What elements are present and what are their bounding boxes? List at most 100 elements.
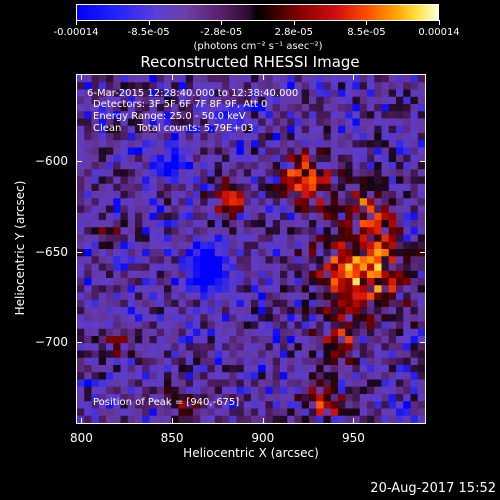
heatmap-pixel [403, 147, 411, 156]
heatmap-pixel [156, 394, 165, 402]
heatmap-pixel [120, 379, 129, 388]
heatmap-pixel [258, 169, 266, 177]
heatmap-pixel [258, 241, 266, 250]
heatmap-pixel [410, 133, 419, 141]
heatmap-pixel [309, 118, 317, 127]
heatmap-pixel [352, 140, 361, 148]
heatmap-pixel [243, 169, 252, 177]
heatmap-pixel [156, 328, 165, 337]
heatmap-pixel [222, 365, 230, 373]
heatmap-pixel [222, 125, 230, 134]
heatmap-pixel [272, 234, 281, 243]
heatmap-pixel [323, 89, 332, 98]
heatmap-pixel [272, 350, 281, 359]
heatmap-pixel [251, 205, 259, 214]
heatmap-pixel [388, 75, 397, 83]
heatmap-pixel [135, 321, 143, 330]
heatmap-pixel [417, 299, 425, 308]
heatmap-pixel [149, 227, 158, 235]
heatmap-pixel [84, 365, 92, 373]
colorbar-tick [293, 20, 295, 25]
heatmap-pixel [135, 147, 143, 156]
heatmap-pixel [135, 96, 143, 105]
heatmap-pixel [388, 162, 397, 170]
heatmap-pixel [214, 183, 223, 192]
heatmap-pixel [200, 176, 208, 185]
heatmap-pixel [142, 343, 150, 351]
heatmap-pixel [178, 278, 187, 286]
heatmap-pixel [171, 394, 179, 402]
heatmap-pixel [171, 96, 179, 105]
heatmap-pixel [323, 82, 332, 90]
heatmap-pixel [185, 307, 194, 315]
heatmap-pixel [149, 292, 158, 301]
heatmap-pixel [236, 176, 245, 185]
heatmap-pixel [243, 408, 252, 417]
heatmap-pixel [84, 118, 92, 127]
heatmap-pixel [309, 147, 317, 156]
heatmap-pixel [164, 111, 172, 119]
heatmap-pixel [316, 75, 324, 83]
heatmap-pixel [127, 198, 136, 206]
heatmap-pixel [330, 169, 339, 177]
heatmap-pixel [265, 198, 274, 206]
heatmap-pixel [229, 162, 237, 170]
heatmap-pixel [222, 278, 230, 286]
heatmap-pixel [265, 241, 274, 250]
heatmap-pixel [359, 256, 368, 264]
heatmap-pixel [98, 96, 107, 105]
heatmap-pixel [156, 212, 165, 221]
heatmap-pixel [214, 176, 223, 185]
heatmap-pixel [156, 343, 165, 351]
heatmap-pixel [229, 401, 237, 409]
heatmap-pixel [396, 249, 404, 257]
heatmap-pixel [287, 205, 295, 214]
heatmap-pixel [91, 96, 100, 105]
heatmap-pixel [294, 285, 303, 293]
heatmap-pixel [410, 350, 419, 359]
heatmap-pixel [193, 343, 201, 351]
heatmap-pixel [113, 104, 121, 112]
heatmap-pixel [345, 372, 353, 380]
heatmap-pixel [178, 89, 187, 98]
heatmap-pixel [287, 350, 295, 359]
heatmap-pixel [200, 147, 208, 156]
heatmap-pixel [294, 357, 303, 366]
heatmap-pixel [381, 191, 390, 199]
heatmap-pixel [178, 307, 187, 315]
heatmap-pixel [272, 343, 281, 351]
heatmap-pixel [91, 191, 100, 199]
heatmap-pixel [84, 278, 92, 286]
heatmap-pixel [352, 220, 361, 228]
heatmap-pixel [352, 133, 361, 141]
heatmap-pixel [243, 75, 252, 83]
heatmap-pixel [222, 357, 230, 366]
heatmap-pixel [106, 162, 114, 170]
heatmap-pixel [207, 162, 216, 170]
heatmap-pixel [77, 162, 85, 170]
heatmap-pixel [200, 118, 208, 127]
heatmap-pixel [91, 321, 100, 330]
heatmap-pixel [309, 198, 317, 206]
heatmap-pixel [91, 372, 100, 380]
heatmap-pixel [272, 183, 281, 192]
heatmap-pixel [330, 176, 339, 185]
heatmap-pixel [207, 147, 216, 156]
heatmap-pixel [178, 328, 187, 337]
heatmap-pixel [91, 401, 100, 409]
heatmap-pixel [178, 169, 187, 177]
heatmap-pixel [251, 82, 259, 90]
heatmap-pixel [258, 350, 266, 359]
heatmap-pixel [396, 285, 404, 293]
heatmap-pixel [338, 256, 346, 264]
heatmap-pixel [214, 234, 223, 243]
heatmap-pixel [185, 82, 194, 90]
heatmap-pixel [243, 394, 252, 402]
heatmap-pixel [410, 292, 419, 301]
heatmap-pixel [417, 379, 425, 388]
heatmap-pixel [178, 343, 187, 351]
heatmap-pixel [272, 205, 281, 214]
heatmap-pixel [338, 75, 346, 83]
heatmap-pixel [236, 336, 245, 344]
heatmap-pixel [258, 372, 266, 380]
